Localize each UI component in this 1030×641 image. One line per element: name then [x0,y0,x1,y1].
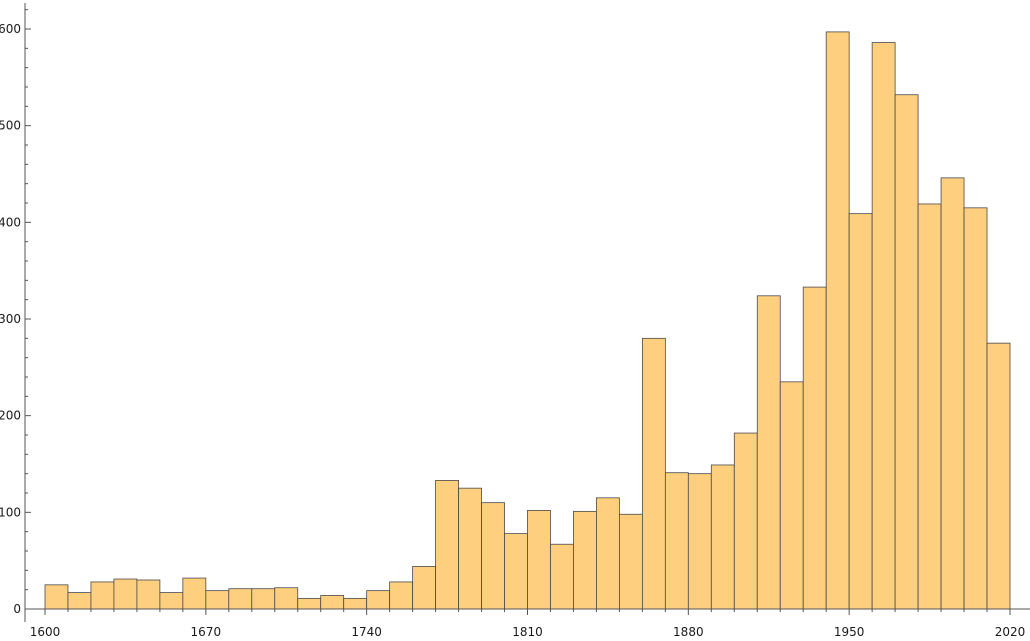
histogram-bar [779,381,804,610]
histogram-bar [274,587,299,610]
x-tick-label: 1810 [512,625,543,639]
y-tick-label: 300 [0,312,21,326]
histogram-bar [848,213,873,610]
histogram-bar [940,177,965,610]
histogram-bar [113,578,138,610]
histogram-bar [366,590,391,610]
histogram-bar [687,473,712,610]
histogram-bar [90,581,115,610]
histogram-bar [458,487,482,610]
y-tick-label: 500 [0,119,21,133]
y-ticks-group: 0 100 200 300 400 500 600 [0,9,31,616]
histogram-bar [802,286,827,610]
histogram-bar [550,543,574,610]
histogram-bar [986,342,1011,610]
histogram-bar [251,588,276,610]
histogram-bar [527,509,551,610]
histogram-bar [641,337,666,610]
histogram-bar [320,595,345,610]
histogram-bar [67,592,92,610]
x-tick-label: 1670 [191,625,222,639]
histogram-bar [825,31,850,610]
x-ticks-group: 1600 1670 1740 1810 1880 1950 2020 [30,609,1026,639]
histogram-bar [182,577,207,610]
histogram-bar [871,42,896,610]
histogram-bar [136,579,161,610]
histogram-bar [389,581,414,610]
bars-group [44,31,1011,610]
histogram-bar [596,497,620,610]
y-tick-label: 100 [0,505,21,519]
histogram-bar [297,597,322,610]
y-tick-label: 0 [13,602,21,616]
histogram-bar [412,566,436,610]
histogram-bar [756,295,781,610]
x-tick-label: 1600 [30,625,61,639]
histogram-bar [435,480,459,610]
y-tick-label: 600 [0,22,21,36]
x-tick-label: 1950 [834,625,865,639]
histogram-bar [710,464,735,610]
histogram-bar [664,472,689,610]
x-tick-label: 1740 [351,625,382,639]
histogram-bar [44,584,69,610]
histogram-bar [917,203,942,610]
histogram-bar [733,432,758,610]
histogram-bar [205,590,230,610]
histogram-bar [481,502,505,610]
x-tick-label: 2020 [995,625,1026,639]
histogram-bar [573,510,597,610]
y-tick-label: 400 [0,215,21,229]
histogram-bar [894,94,919,610]
histogram-bar [504,533,528,610]
histogram-bar [343,597,368,610]
histogram-bar [963,207,988,610]
histogram-bar [619,513,643,610]
histogram-bar [159,592,184,610]
x-tick-label: 1880 [673,625,704,639]
histogram-bar [228,588,253,610]
y-tick-label: 200 [0,409,21,423]
